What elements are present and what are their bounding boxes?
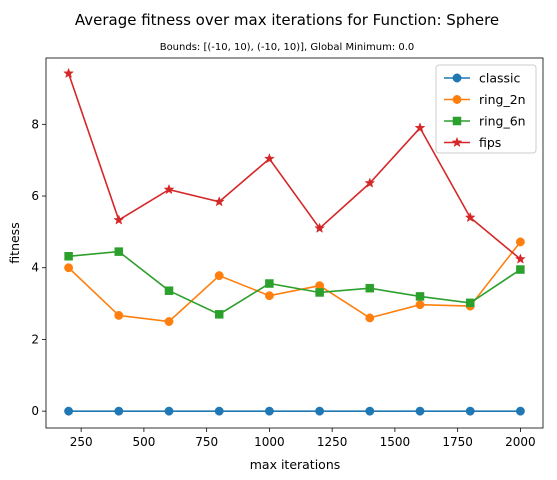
data-point-ring_6n	[315, 288, 324, 297]
chart-subtitle: Bounds: [(-10, 10), (-10, 10)], Global M…	[160, 42, 415, 53]
data-point-classic	[315, 406, 325, 416]
data-point-fips	[113, 214, 125, 225]
data-point-ring_2n	[64, 263, 74, 273]
x-tick-label: 500	[132, 435, 155, 449]
data-point-ring_2n	[415, 300, 425, 310]
data-point-ring_2n	[264, 291, 274, 301]
data-point-ring_6n	[516, 265, 525, 274]
data-point-fips	[213, 196, 225, 207]
legend-label-fips: fips	[479, 135, 501, 150]
x-tick-label: 1750	[442, 435, 473, 449]
data-point-classic	[214, 406, 224, 416]
data-point-ring_6n	[164, 286, 174, 295]
data-point-ring_6n	[214, 310, 224, 319]
data-point-fips	[63, 67, 75, 79]
series-line-ring_6n	[68, 250, 521, 316]
x-axis-label: max iterations	[250, 457, 341, 472]
data-point-fips	[263, 153, 275, 164]
x-tick-label: 1250	[317, 435, 348, 449]
data-point-fips	[514, 253, 526, 264]
plot-area: 250 500 750 1000 1250 1500 1750 2000 0 2 4 6 8 classi…	[31, 57, 544, 449]
legend-label-classic: classic	[479, 71, 521, 86]
data-point-ring_6n	[465, 298, 475, 308]
x-tick-label: 250	[70, 435, 93, 449]
series-ring_2n	[64, 237, 525, 326]
data-point-ring_6n	[265, 279, 274, 288]
legend-marker-fips	[451, 136, 463, 148]
data-point-fips	[163, 183, 175, 195]
legend-marker-ring_6n	[452, 116, 462, 126]
data-point-ring_2n	[114, 310, 124, 320]
series-line-ring_2n	[68, 241, 522, 323]
data-point-classic	[64, 406, 74, 416]
data-point-ring_6n	[64, 252, 73, 261]
data-point-classic	[465, 406, 475, 416]
chart-title: Average fitness over max iterations for …	[75, 11, 499, 29]
data-point-ring_2n	[214, 271, 224, 281]
data-point-classic	[515, 406, 525, 416]
data-point-fips	[464, 211, 476, 223]
data-point-fips	[414, 122, 426, 133]
axes-frame	[45, 57, 544, 429]
data-point-fips	[314, 222, 326, 233]
series-line-fips	[67, 73, 521, 260]
y-tick-label: 4	[31, 261, 39, 275]
y-tick-label: 2	[31, 332, 39, 346]
data-point-ring_6n	[415, 292, 425, 301]
legend-marker-ring_2n	[452, 95, 462, 104]
data-point-ring_2n	[515, 237, 525, 247]
data-point-classic	[264, 406, 274, 416]
data-point-ring_2n	[164, 317, 174, 326]
y-axis-label: fitness	[7, 222, 22, 263]
data-point-ring_2n	[365, 313, 375, 323]
x-tick-label: 1000	[254, 435, 285, 449]
data-point-ring_6n	[114, 247, 124, 256]
data-point-fips	[364, 177, 376, 188]
legend-label-ring_6n: ring_6n	[479, 114, 526, 129]
x-tick-label: 2000	[505, 435, 536, 449]
legend-label-ring_2n: ring_2n	[479, 92, 526, 107]
x-tick-label: 1500	[380, 435, 411, 449]
data-point-classic	[415, 406, 425, 416]
data-point-classic	[114, 406, 124, 416]
data-point-ring_6n	[365, 283, 375, 293]
series-classic	[64, 406, 525, 416]
series-ring_6n	[64, 247, 525, 319]
x-tick-label: 750	[195, 435, 218, 449]
y-tick-label: 8	[31, 117, 39, 131]
data-point-classic	[164, 406, 174, 416]
data-point-classic	[365, 406, 375, 416]
legend-box	[435, 64, 537, 154]
y-tick-label: 0	[31, 404, 39, 418]
y-tick-label: 6	[31, 189, 39, 203]
series-fips	[63, 67, 526, 264]
legend-marker-classic	[452, 73, 462, 83]
